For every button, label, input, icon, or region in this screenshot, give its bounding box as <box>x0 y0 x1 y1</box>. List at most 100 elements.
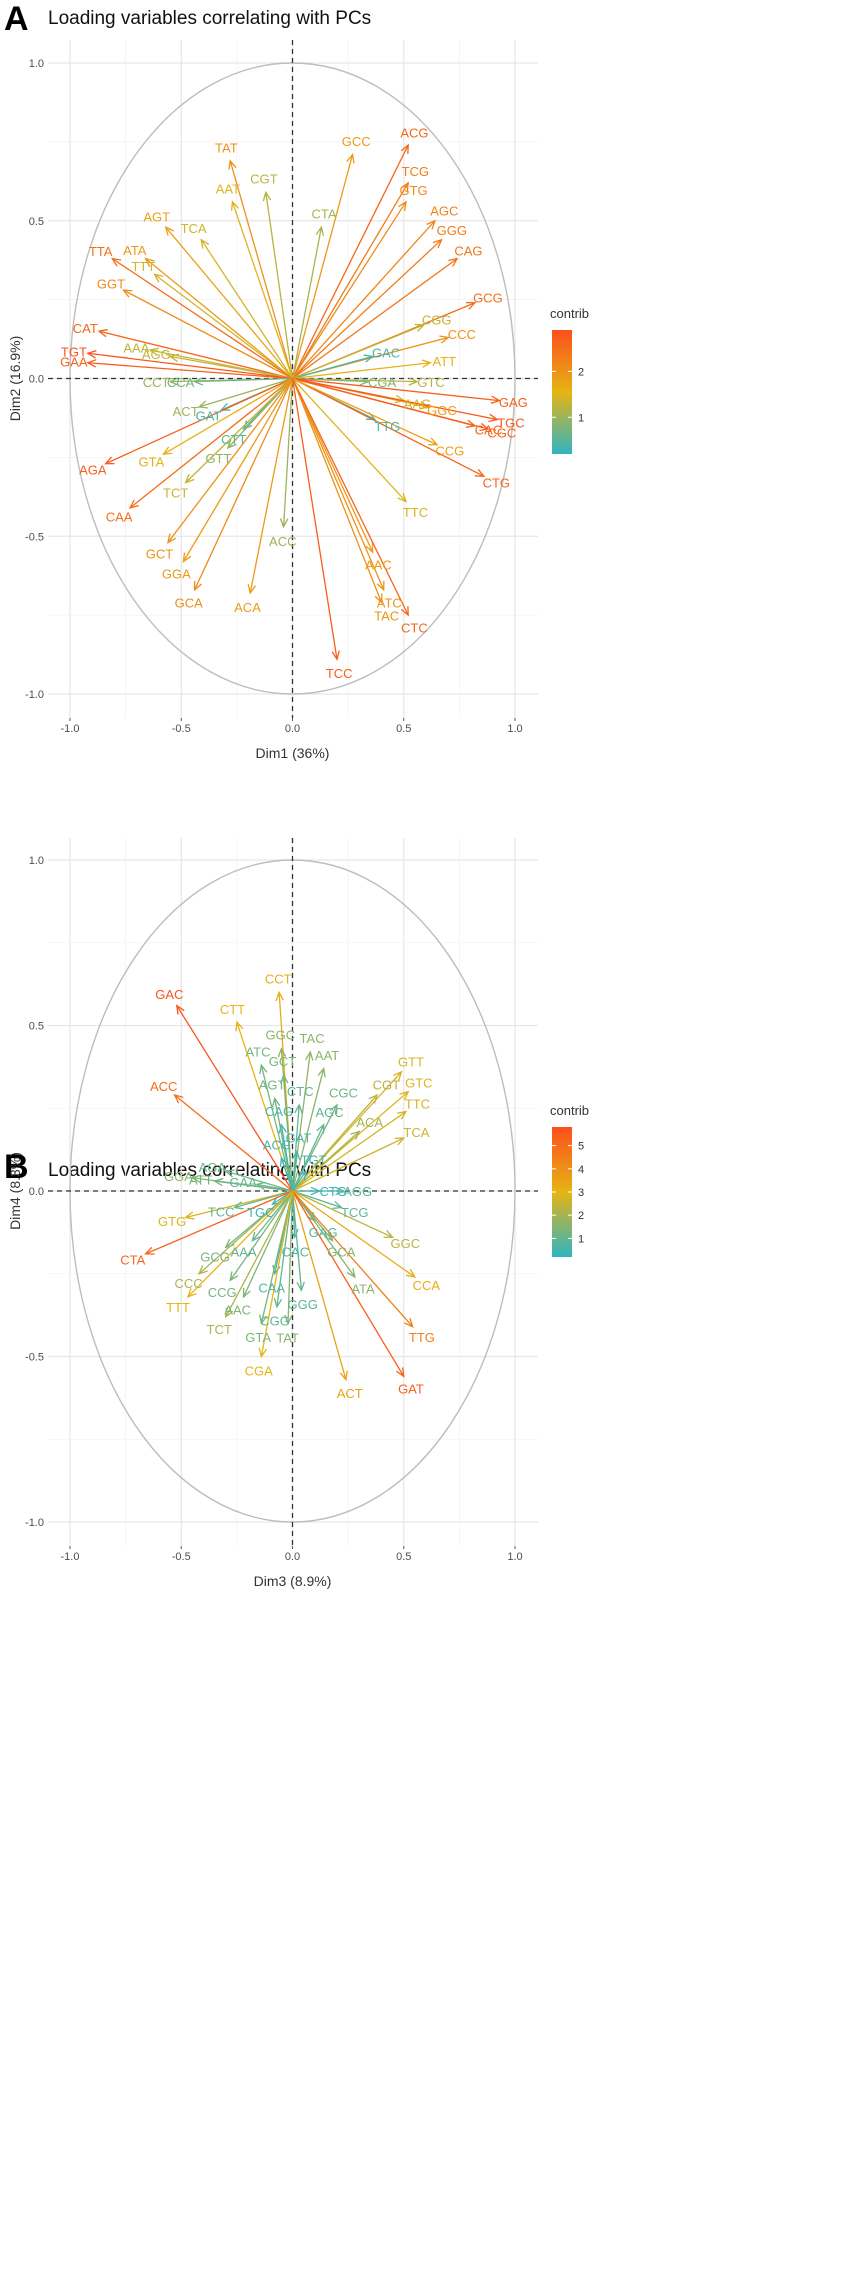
arrowhead-GGC <box>383 1230 395 1239</box>
arrowhead-ACA <box>247 584 256 595</box>
label-AGT: AGT <box>143 209 170 224</box>
y-axis-label: Dim4 (8.3%) <box>7 1152 23 1230</box>
arrowhead-AAC <box>242 1287 251 1299</box>
arrowhead-TCC <box>331 650 340 661</box>
label-CAG: CAG <box>265 1104 293 1119</box>
label-CCG: CCG <box>208 1285 237 1300</box>
arrowhead-CGA <box>359 377 370 386</box>
arrowhead-CGT <box>262 190 272 202</box>
label-GAT: GAT <box>286 1130 312 1145</box>
label-CAA: CAA <box>106 510 133 525</box>
panel-a-letter: A <box>4 0 29 38</box>
label-TCG: TCG <box>402 164 429 179</box>
arrowhead-AGC <box>426 219 436 230</box>
legend-title: contrib <box>550 306 589 321</box>
label-GCC: GCC <box>342 134 371 149</box>
arrow-TTC <box>292 1111 407 1192</box>
arrowhead-AAT <box>317 1066 326 1078</box>
label-CAC: CAC <box>475 422 502 437</box>
arrow-TCA <box>292 1137 405 1192</box>
arrow-GCT <box>167 378 294 543</box>
arrow-ATC <box>260 1065 294 1192</box>
label-TCG: TCG <box>341 1205 368 1220</box>
arrow-ACC <box>282 378 294 527</box>
arrowhead-TTA <box>110 257 122 267</box>
label-TAT: TAT <box>215 140 238 155</box>
arrowhead-CGA <box>258 1347 268 1359</box>
arrowhead-GCG <box>465 301 477 310</box>
arrowhead-TCG <box>400 181 410 192</box>
legend-colorbar <box>552 330 572 454</box>
arrowhead-TTC <box>397 492 408 503</box>
arrow-AGG <box>170 355 293 380</box>
arrow-GAT <box>291 1190 405 1377</box>
label-GAA: GAA <box>60 355 88 370</box>
arrowhead-TCA <box>394 1137 406 1146</box>
pca-chart-a: -1.0 -0.5 0.0 0.5 1.0 -1.0 -0.5 0.0 0.5 1.0 Dim1 (… <box>7 40 589 761</box>
arrow-TAT <box>287 1190 294 1324</box>
arrowhead-GTT <box>226 439 237 450</box>
label-ACT: ACT <box>337 1386 363 1401</box>
arrow-TGC <box>292 377 498 421</box>
arrow-ATA <box>291 1190 356 1278</box>
arrowhead-CTA <box>144 1246 155 1255</box>
label-GAC: GAC <box>155 987 183 1002</box>
label-GGC: GGC <box>391 1236 421 1251</box>
label-TTT: TTT <box>166 1300 190 1315</box>
label-ATA: ATA <box>351 1281 375 1296</box>
arrowhead-ATT <box>213 1177 224 1187</box>
arrowhead-GTC <box>399 1090 410 1101</box>
arrow-ACG <box>280 1157 294 1192</box>
x-tick-label: 0.5 <box>396 1551 411 1563</box>
arrow-AAC <box>291 378 374 553</box>
label-ATC: ATC <box>377 596 402 611</box>
arrowhead-CGG <box>414 323 426 332</box>
arrow-TTG <box>292 1190 414 1328</box>
arrowhead-AGG <box>168 353 180 363</box>
arrowhead-TCA <box>200 238 210 249</box>
legend-tick-label: 3 <box>578 1187 584 1199</box>
arrowhead-CGT <box>368 1093 379 1104</box>
arrowhead-GTG <box>398 200 407 211</box>
label-CCC: CCC <box>174 1276 202 1291</box>
arrow-CGT <box>292 1094 378 1192</box>
label-TAC: TAC <box>374 609 399 624</box>
label-TTT: TTT <box>131 259 155 274</box>
arrow-CCG <box>292 377 438 446</box>
arrow-ACC <box>174 1094 293 1192</box>
arrow-TAC <box>291 378 383 603</box>
arrow-ATA <box>145 258 293 380</box>
label-ATT: ATT <box>189 1172 213 1187</box>
arrow-TCG <box>291 182 409 379</box>
arrow-CGT <box>265 192 294 379</box>
arrowhead-GCT <box>279 1073 289 1084</box>
arrow-AGA <box>225 1170 293 1192</box>
arrow-CCA <box>194 377 293 383</box>
label-GCG: GCG <box>473 290 503 305</box>
arrow-CCG <box>229 1190 294 1281</box>
arrowhead-CTT <box>235 1020 244 1032</box>
label-ACC: ACC <box>269 534 296 549</box>
arrow-GAC <box>292 355 373 380</box>
y-tick-label: 0.5 <box>29 1021 44 1033</box>
legend-colorbar <box>552 1127 572 1257</box>
arrow-CAA <box>129 377 293 509</box>
arrowhead-TAT <box>228 159 237 170</box>
label-AAA: AAA <box>231 1245 257 1260</box>
label-GCT: GCT <box>269 1054 297 1069</box>
arrow-GCA <box>194 378 294 591</box>
arrow-CAG <box>280 1124 294 1192</box>
arrowhead-GTT <box>393 1070 403 1081</box>
label-CAA: CAA <box>258 1280 285 1295</box>
label-GTT: GTT <box>205 451 231 466</box>
arrow-TTT <box>154 273 293 380</box>
y-tick-label: 0.0 <box>29 1186 44 1198</box>
label-CGT: CGT <box>373 1078 401 1093</box>
arrow-ACA <box>292 1130 360 1192</box>
arrowhead-GTA <box>162 446 173 456</box>
x-axis-label: Dim1 (36%) <box>256 745 330 761</box>
arrowhead-ATC <box>376 580 385 592</box>
arrowhead-AGG <box>335 1186 346 1196</box>
arrowhead-CCC <box>197 1265 208 1275</box>
